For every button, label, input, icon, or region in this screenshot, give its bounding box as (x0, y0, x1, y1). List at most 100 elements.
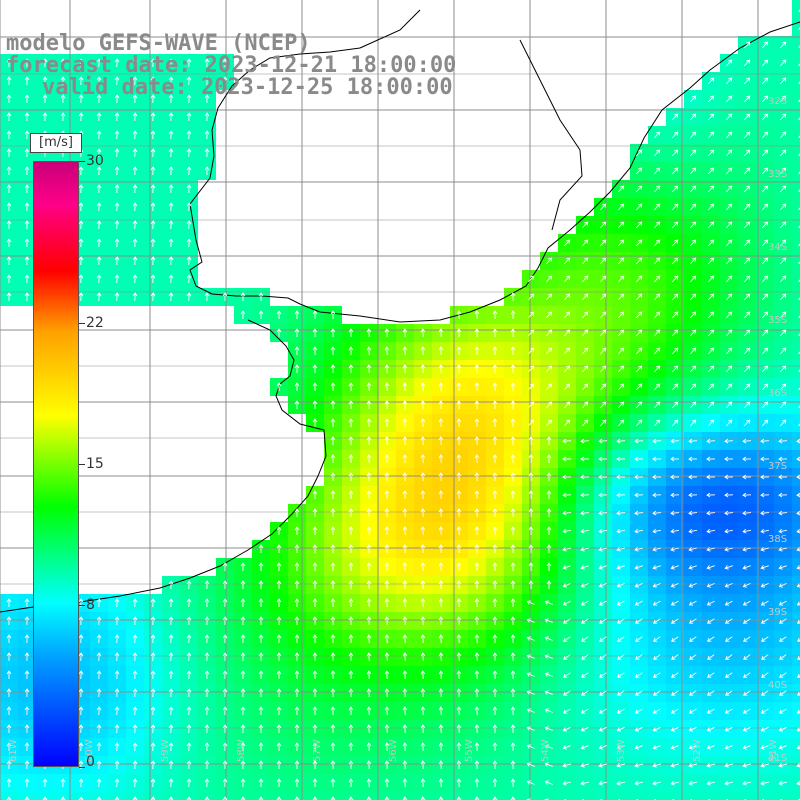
wind-arrow (312, 598, 318, 608)
wind-arrow (546, 580, 552, 589)
wind-arrow (474, 724, 480, 734)
wind-arrow (526, 690, 535, 695)
wind-arrow (420, 598, 426, 608)
wind-arrow (420, 364, 426, 374)
wind-arrow (330, 400, 336, 410)
wind-arrow (545, 401, 553, 409)
wind-arrow (78, 706, 84, 716)
wind-arrow (562, 745, 571, 750)
wind-arrow (492, 454, 498, 464)
wind-arrow (384, 544, 390, 554)
wind-arrow (402, 652, 408, 662)
wind-arrow (78, 112, 84, 122)
wind-arrow (724, 708, 733, 714)
wind-arrow (797, 171, 800, 175)
wind-arrow (528, 454, 534, 464)
wind-arrow (456, 670, 462, 680)
wind-arrow (438, 652, 444, 662)
wind-arrow (276, 778, 282, 787)
wind-arrow (222, 688, 228, 698)
wind-arrow (384, 598, 390, 608)
wind-arrow (707, 149, 715, 157)
wind-arrow (527, 383, 535, 391)
wind-arrow (438, 616, 444, 626)
wind-arrow (150, 724, 156, 734)
wind-speed-cell (270, 792, 288, 800)
wind-arrow (474, 328, 480, 338)
wind-arrow (580, 492, 590, 498)
wind-arrow (258, 580, 264, 589)
wind-arrow (670, 492, 680, 498)
wind-speed-cell (792, 702, 800, 720)
wind-arrow (634, 600, 643, 606)
wind-arrow (150, 616, 156, 626)
latitude-label: 41S (768, 753, 787, 764)
wind-speed-cell (702, 792, 720, 800)
wind-arrow (366, 472, 372, 482)
wind-arrow (707, 167, 715, 175)
wind-arrow (204, 706, 210, 716)
wind-arrow (778, 510, 788, 516)
wind-arrow (581, 654, 589, 660)
wind-arrow (689, 311, 697, 319)
wind-arrow (150, 202, 156, 212)
wind-arrow (546, 508, 552, 517)
wind-arrow (384, 328, 390, 338)
wind-arrow (652, 528, 661, 534)
wind-arrow (348, 598, 354, 608)
wind-arrow (420, 706, 426, 716)
wind-arrow (186, 634, 192, 644)
wind-arrow (724, 456, 734, 462)
wind-arrow (562, 582, 571, 588)
wind-speed-cell (792, 450, 800, 468)
wind-arrow (132, 778, 138, 788)
wind-arrow (330, 526, 336, 536)
wind-arrow (743, 221, 751, 229)
wind-arrow (779, 149, 787, 157)
wind-arrow (581, 365, 589, 373)
wind-arrow (168, 148, 174, 158)
wind-arrow (544, 690, 553, 695)
wind-arrow (438, 328, 444, 338)
wind-arrow (78, 778, 84, 788)
wind-arrow (581, 293, 589, 301)
wind-arrow (312, 688, 318, 698)
latitude-label: 39S (768, 607, 787, 618)
wind-arrow (294, 688, 300, 697)
wind-arrow (312, 562, 318, 572)
wind-arrow (6, 706, 12, 715)
wind-arrow (96, 616, 102, 626)
wind-arrow (204, 130, 210, 140)
wind-arrow (779, 383, 787, 391)
wind-arrow (689, 636, 697, 642)
wind-arrow (6, 76, 12, 85)
wind-arrow (707, 239, 715, 247)
wind-arrow (634, 510, 644, 516)
wind-arrow (384, 670, 390, 680)
wind-arrow (544, 672, 553, 677)
wind-arrow (528, 436, 534, 446)
wind-arrow (24, 652, 30, 662)
wind-arrow (688, 510, 698, 516)
wind-arrow (474, 418, 480, 428)
wind-arrow (384, 706, 390, 716)
wind-arrow (402, 634, 408, 644)
wind-arrow (526, 618, 535, 623)
wind-arrow (725, 113, 733, 121)
wind-arrow (204, 58, 210, 68)
wind-arrow (707, 383, 715, 391)
wind-arrow (635, 149, 643, 157)
wind-arrow (168, 796, 174, 800)
wind-arrow (653, 401, 661, 409)
wind-arrow (652, 474, 662, 480)
wind-arrow (616, 528, 625, 534)
wind-arrow (186, 580, 192, 590)
wind-speed-cell (666, 792, 684, 800)
wind-arrow (114, 778, 120, 788)
wind-arrow (725, 654, 733, 660)
wind-arrow (276, 634, 282, 643)
wind-arrow (240, 598, 246, 608)
wind-arrow (689, 419, 697, 427)
wind-arrow (204, 778, 210, 788)
